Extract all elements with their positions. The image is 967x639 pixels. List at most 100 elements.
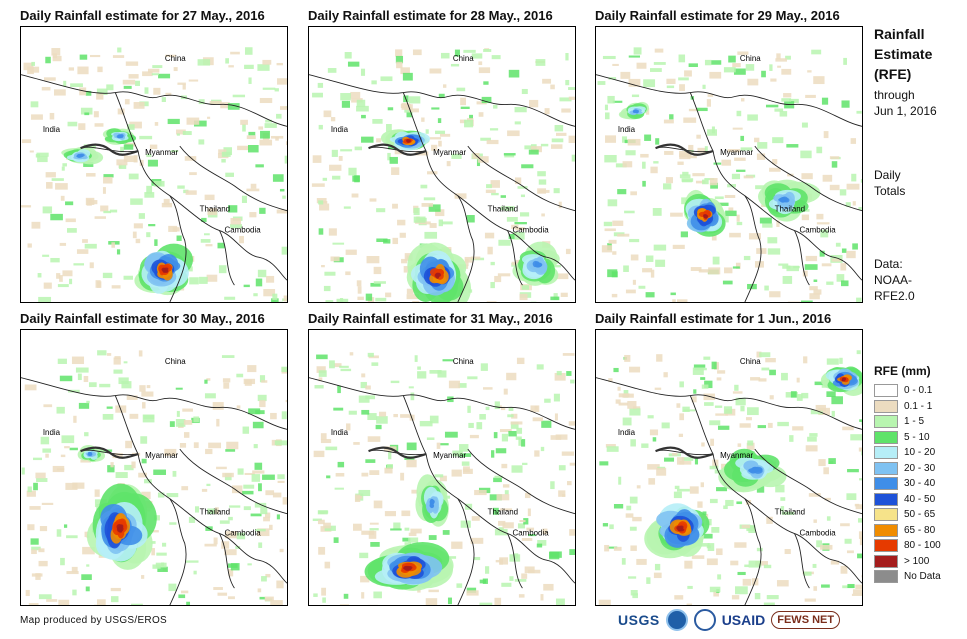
legend-title: RFE (mm)	[874, 364, 931, 378]
legend-item: 1 - 5	[874, 414, 941, 430]
country-label-china: China	[740, 357, 761, 366]
end-date: Jun 1, 2016	[874, 104, 937, 118]
legend-item: 10 - 20	[874, 445, 941, 461]
legend-label: 0 - 0.1	[904, 385, 933, 397]
country-label-china: China	[165, 54, 186, 63]
country-label-cambodia: Cambodia	[799, 529, 836, 538]
legend-swatch	[874, 399, 898, 413]
country-label-cambodia: Cambodia	[224, 529, 261, 538]
panel-title: Daily Rainfall estimate for 1 Jun., 2016	[595, 311, 832, 326]
source-line: RFE2.0	[874, 289, 915, 303]
legend-item: > 100	[874, 554, 941, 570]
country-label-myanmar: Myanmar	[720, 148, 753, 157]
legend-label: 20 - 30	[904, 462, 936, 474]
country-label-cambodia: Cambodia	[799, 226, 836, 235]
country-label-india: India	[331, 125, 349, 134]
legend-item: 20 - 30	[874, 461, 941, 477]
panel-title: Daily Rainfall estimate for 27 May., 201…	[20, 8, 265, 23]
legend-swatch	[874, 461, 898, 475]
country-label-china: China	[165, 357, 186, 366]
through-label: through	[874, 88, 915, 102]
legend-label: 5 - 10	[904, 431, 930, 443]
legend-label: 65 - 80	[904, 524, 936, 536]
country-label-thailand: Thailand	[775, 205, 805, 214]
legend-item: No Data	[874, 569, 941, 585]
source-line: NOAA-	[874, 273, 913, 287]
country-label-china: China	[453, 54, 474, 63]
legend-label: No Data	[904, 571, 941, 583]
legend-label: 0.1 - 1	[904, 400, 933, 412]
rainfall-map: China India Myanmar Thailand Cambodia	[20, 26, 288, 303]
map-canvas: China India Myanmar Thailand Cambodia	[21, 350, 287, 605]
country-label-thailand: Thailand	[200, 508, 230, 517]
country-label-cambodia: Cambodia	[512, 226, 549, 235]
sidebar-title: Rainfall Estimate (RFE)	[874, 24, 932, 84]
legend-swatch	[874, 492, 898, 506]
data-source: Data: NOAA- RFE2.0	[874, 256, 915, 304]
legend-swatch	[874, 523, 898, 537]
agency-logos: USGS USAID FEWS NET	[618, 607, 841, 633]
legend-label: 10 - 20	[904, 447, 936, 459]
noaa-logo-icon	[665, 609, 688, 631]
map-canvas: China India Myanmar Thailand Cambodia	[309, 352, 575, 605]
rainfall-map: China India Myanmar Thailand Cambodia	[308, 329, 576, 606]
country-label-china: China	[453, 357, 474, 366]
legend-item: 65 - 80	[874, 523, 941, 539]
legend-item: 40 - 50	[874, 492, 941, 508]
panel-title: Daily Rainfall estimate for 28 May., 201…	[308, 8, 553, 23]
country-label-cambodia: Cambodia	[224, 226, 261, 235]
legend-swatch	[874, 539, 898, 553]
country-label-india: India	[331, 428, 349, 437]
rainfall-map: China India Myanmar Thailand Cambodia	[20, 329, 288, 606]
country-label-myanmar: Myanmar	[720, 451, 753, 460]
sidebar-title-line: Estimate	[874, 46, 933, 62]
legend-swatch	[874, 446, 898, 460]
daily-label: Daily	[874, 168, 901, 182]
legend-label: 1 - 5	[904, 416, 925, 428]
daily-totals: Daily Totals	[874, 167, 905, 199]
country-label-thailand: Thailand	[200, 205, 230, 214]
legend-label: 50 - 65	[904, 509, 936, 521]
country-label-myanmar: Myanmar	[433, 451, 466, 460]
legend-label: > 100	[904, 555, 930, 567]
country-label-india: India	[43, 428, 61, 437]
credit-text: Map produced by USGS/EROS	[20, 615, 168, 626]
map-canvas: China India Myanmar Thailand Cambodia	[21, 47, 287, 302]
legend-item: 50 - 65	[874, 507, 941, 523]
map-canvas: China India Myanmar Thailand Cambodia	[596, 350, 862, 605]
legend-item: 80 - 100	[874, 538, 941, 554]
totals-label: Totals	[874, 184, 906, 198]
panel-title: Daily Rainfall estimate for 29 May., 201…	[595, 8, 840, 23]
country-label-myanmar: Myanmar	[145, 148, 178, 157]
usgs-logo: USGS	[618, 612, 660, 628]
legend-swatch	[874, 570, 898, 584]
legend-label: 40 - 50	[904, 493, 936, 505]
legend-swatch	[874, 508, 898, 522]
fews-net-logo: FEWS NET	[771, 611, 841, 629]
map-canvas: China India Myanmar Thailand Cambodia	[309, 48, 575, 302]
legend-item: 30 - 40	[874, 476, 941, 492]
legend-item: 5 - 10	[874, 430, 941, 446]
sidebar-title-line: (RFE)	[874, 66, 912, 82]
legend-label: 80 - 100	[904, 540, 941, 552]
legend-swatch	[874, 384, 898, 398]
panel-title: Daily Rainfall estimate for 31 May., 201…	[308, 311, 553, 326]
usaid-logo: USAID	[721, 612, 766, 628]
legend-item: 0.1 - 1	[874, 399, 941, 415]
country-label-cambodia: Cambodia	[512, 529, 549, 538]
country-label-india: India	[618, 428, 636, 437]
country-label-thailand: Thailand	[775, 508, 805, 517]
legend-swatch	[874, 415, 898, 429]
map-canvas: China India Myanmar Thailand Cambodia	[596, 47, 862, 302]
legend-swatch	[874, 554, 898, 568]
legend-swatch	[874, 477, 898, 491]
rainfall-map: China India Myanmar Thailand Cambodia	[308, 26, 576, 303]
country-label-myanmar: Myanmar	[145, 451, 178, 460]
country-label-thailand: Thailand	[488, 508, 518, 517]
legend-item: 0 - 0.1	[874, 383, 941, 399]
panel-title: Daily Rainfall estimate for 30 May., 201…	[20, 311, 265, 326]
legend: 0 - 0.1 0.1 - 1 1 - 5 5 - 10 10 - 20 20 - 30 3…	[874, 383, 941, 585]
country-label-thailand: Thailand	[488, 205, 518, 214]
country-label-india: India	[43, 125, 61, 134]
data-label: Data:	[874, 257, 903, 271]
